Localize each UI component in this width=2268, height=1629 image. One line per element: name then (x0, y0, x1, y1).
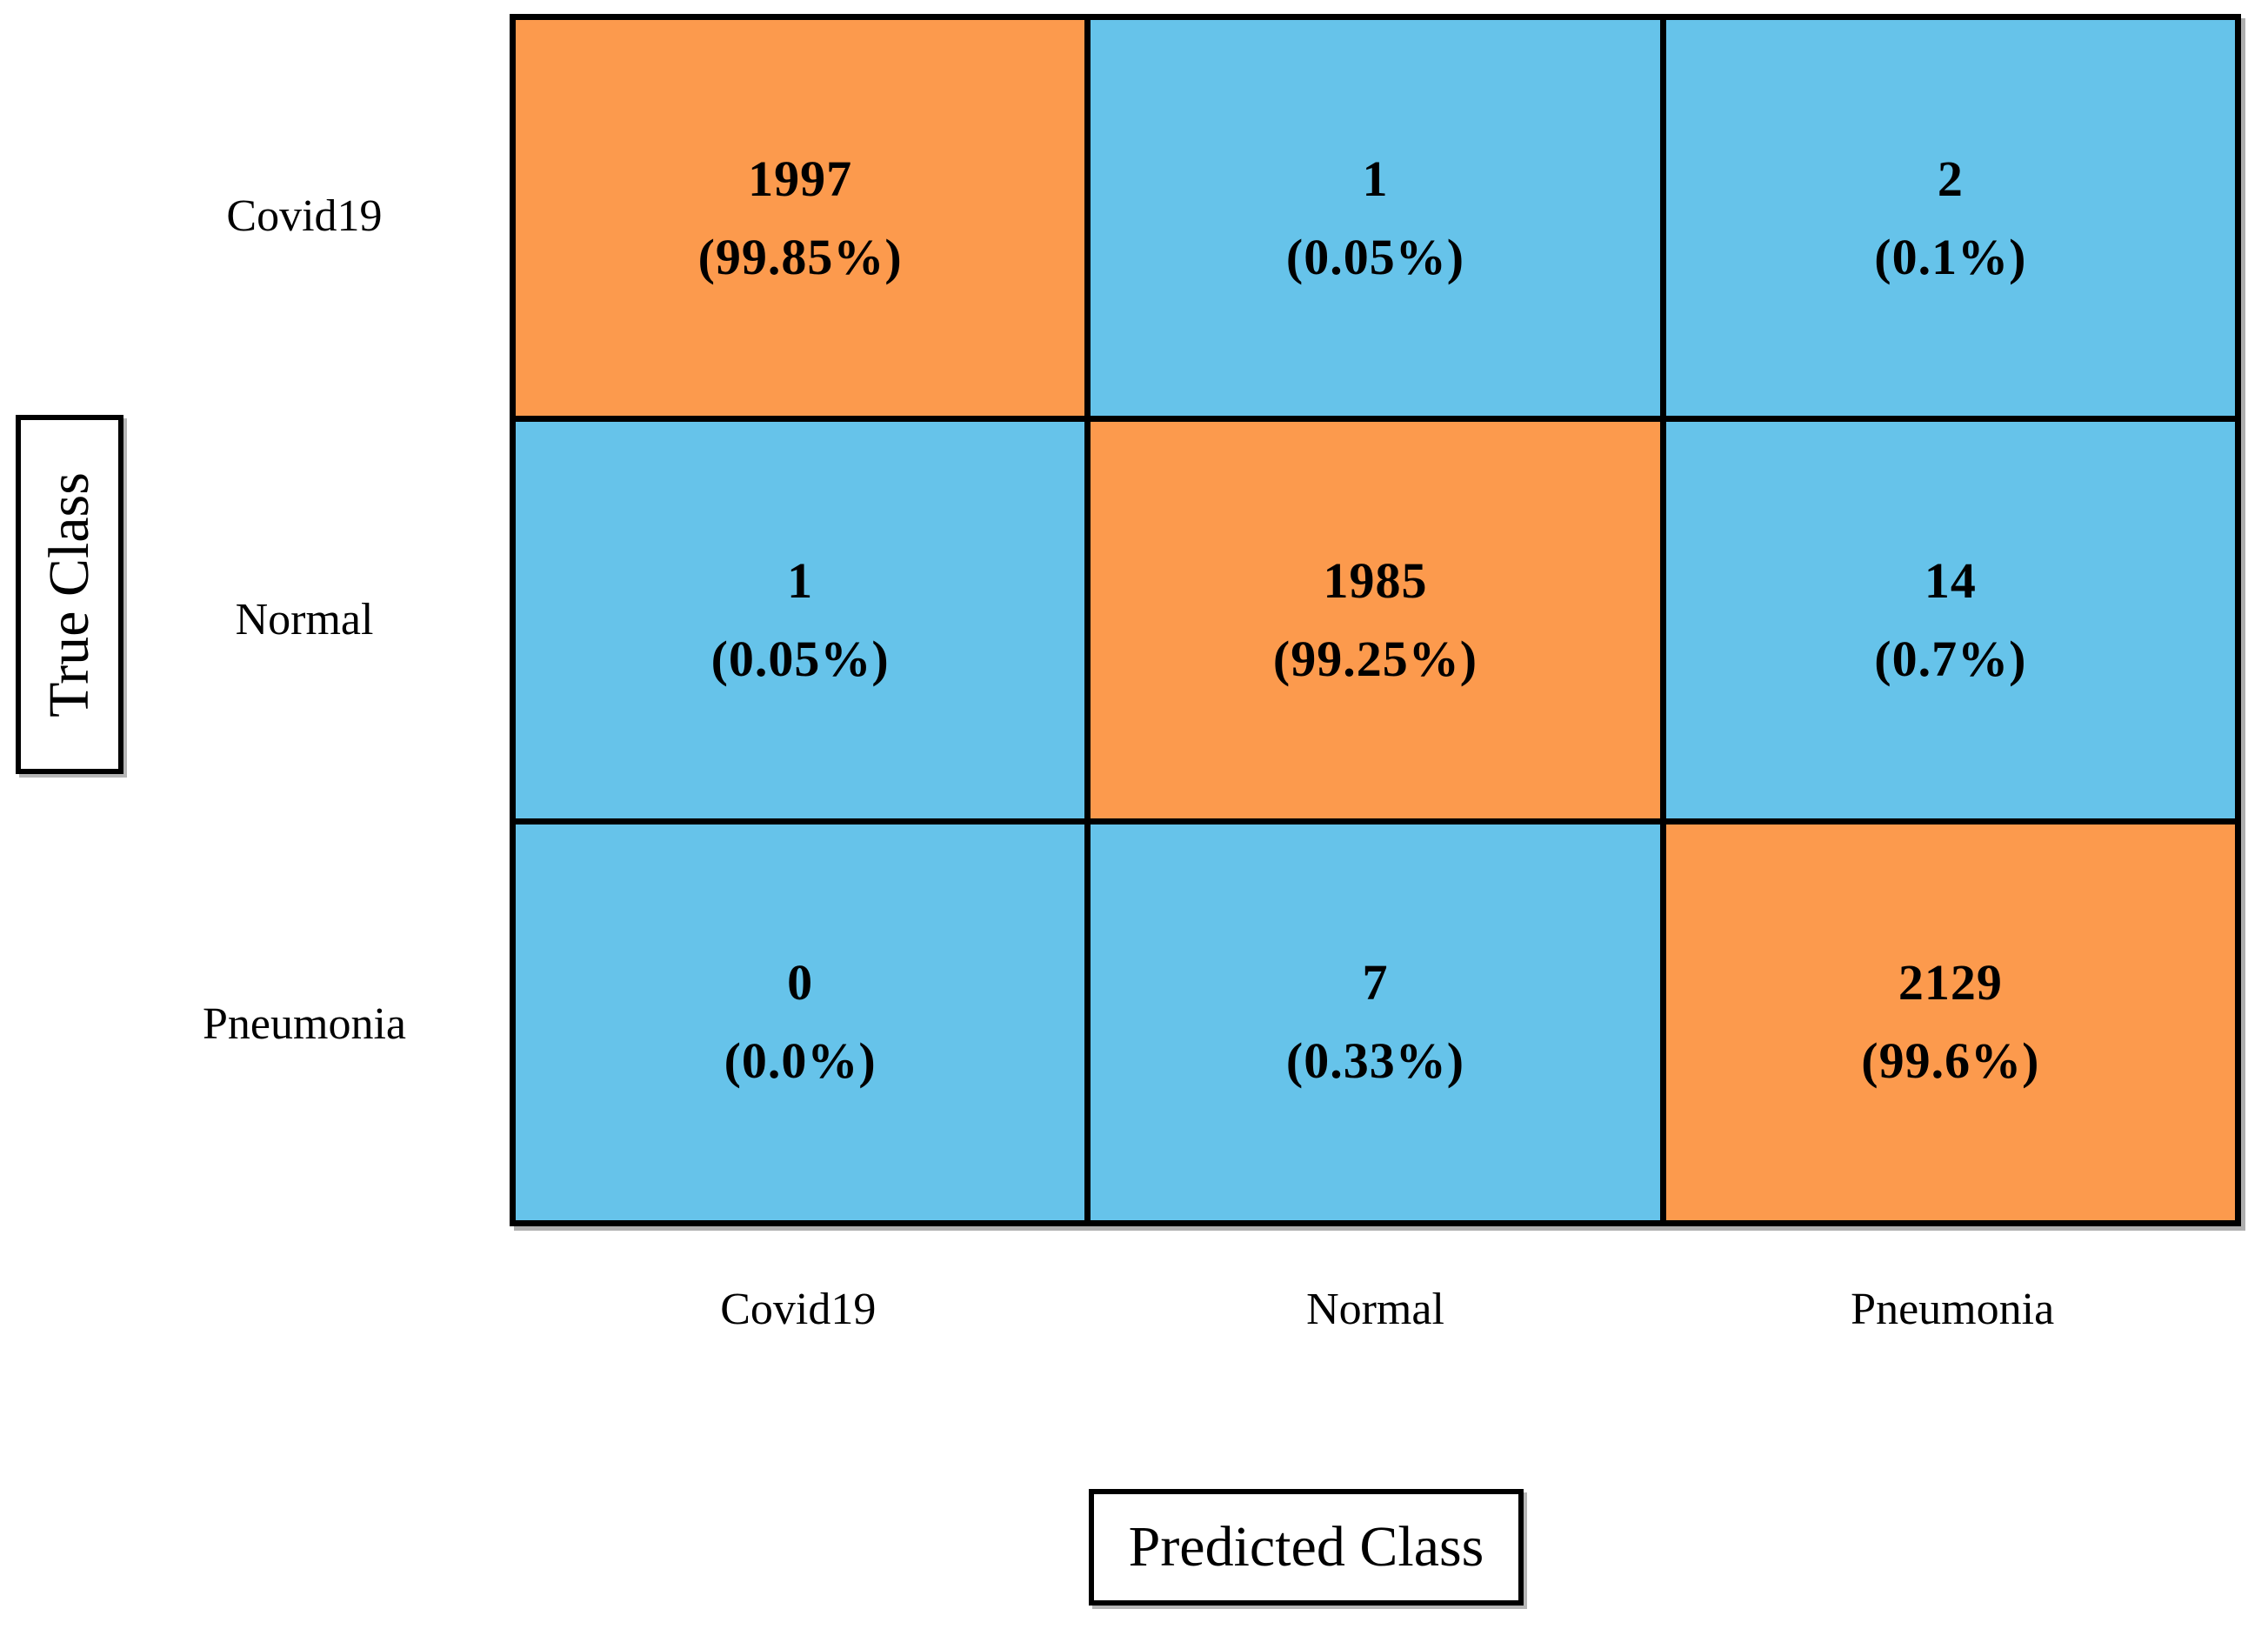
cell-count: 14 (1924, 552, 1977, 610)
cell-count: 1997 (748, 150, 853, 207)
cell-count: 2 (1937, 150, 1964, 207)
row-label-covid19: Covid19 (226, 190, 383, 241)
cell-percent: (99.25%) (1272, 630, 1478, 687)
cell-percent: (0.7%) (1874, 630, 2027, 687)
cell-count: 1 (787, 552, 814, 610)
cell-percent: (0.05%) (710, 630, 890, 687)
cell-percent: (0.33%) (1285, 1032, 1465, 1090)
matrix-cell-r1c1: 1985 (99.25%) (1091, 422, 1660, 818)
matrix-cell-r0c1: 1 (0.05%) (1091, 20, 1660, 417)
cell-count: 2129 (1898, 954, 2003, 1011)
matrix-cell-r0c2: 2 (0.1%) (1665, 20, 2235, 417)
cell-count: 7 (1362, 954, 1389, 1011)
row-labels: Covid19 Normal Pneumonia (113, 14, 496, 1226)
cell-count: 1985 (1323, 552, 1428, 610)
matrix-cell-r2c1: 7 (0.33%) (1091, 824, 1660, 1220)
col-labels: Covid19 Normal Pneumonia (510, 1235, 2241, 1383)
col-label-pneumonia: Pneumonia (1851, 1284, 2055, 1334)
matrix-cell-r0c0: 1997 (99.85%) (516, 20, 1085, 417)
col-label-covid19: Covid19 (720, 1284, 877, 1334)
matrix-cell-r2c0: 0 (0.0%) (516, 824, 1085, 1220)
cell-count: 0 (787, 954, 814, 1011)
matrix-cell-r1c0: 1 (0.05%) (516, 422, 1085, 818)
y-axis-title-box: True Class (16, 415, 123, 774)
x-axis-title: Predicted Class (1128, 1515, 1484, 1579)
row-label-normal: Normal (235, 595, 374, 645)
cell-percent: (0.05%) (1285, 228, 1465, 285)
confusion-matrix-grid: 1997 (99.85%) 1 (0.05%) 2 (0.1%) 1 (0.05… (510, 14, 2241, 1226)
cell-percent: (0.0%) (724, 1032, 877, 1090)
cell-percent: (99.6%) (1861, 1032, 2040, 1090)
matrix-cell-r1c2: 14 (0.7%) (1665, 422, 2235, 818)
matrix-cell-r2c2: 2129 (99.6%) (1665, 824, 2235, 1220)
y-axis-title: True Class (37, 471, 102, 718)
x-axis-title-box: Predicted Class (1089, 1489, 1524, 1606)
col-label-normal: Normal (1306, 1284, 1444, 1334)
cell-percent: (99.85%) (697, 228, 903, 285)
row-label-pneumonia: Pneumonia (203, 999, 406, 1050)
cell-percent: (0.1%) (1874, 228, 2027, 285)
cell-count: 1 (1362, 150, 1389, 207)
